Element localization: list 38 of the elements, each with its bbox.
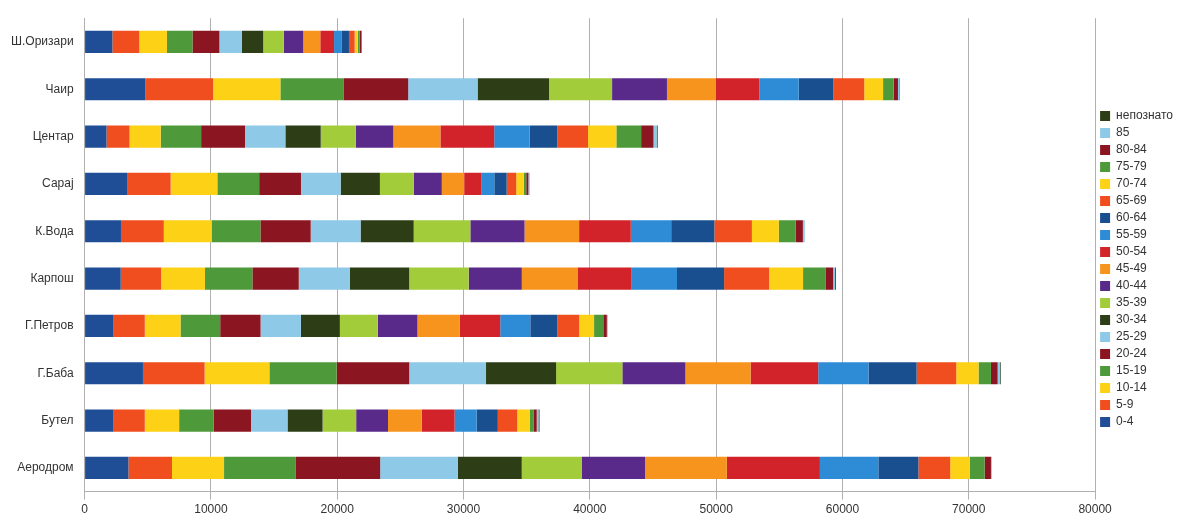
legend-label: 45-49 [1116, 261, 1148, 276]
legend-label: 20-24 [1116, 346, 1148, 361]
legend-label: 50-54 [1116, 244, 1148, 259]
x-tick-label: 70000 [952, 502, 986, 517]
legend-label: 15-19 [1116, 363, 1148, 378]
y-tick-label: Бутел [41, 412, 74, 427]
y-tick-label: Ш.Оризари [10, 34, 74, 49]
x-tick-label: 60000 [825, 502, 860, 517]
x-tick-label: 40000 [573, 502, 607, 517]
y-tick-label: Г.Петров [25, 318, 74, 333]
legend-label: 60-64 [1116, 210, 1148, 225]
y-tick-label: Карпош [30, 270, 74, 285]
legend-label: 80-84 [1116, 142, 1148, 157]
legend-label: 30-34 [1116, 312, 1148, 327]
legend-label: 65-69 [1116, 193, 1148, 208]
legend-label: 0-4 [1116, 414, 1134, 429]
x-tick-label: 0 [81, 502, 89, 517]
legend-label: непознато [1116, 108, 1174, 123]
y-tick-label: К.Вода [35, 223, 74, 238]
y-tick-label: Г.Баба [37, 365, 74, 380]
x-tick-label: 10000 [194, 502, 228, 517]
y-tick-label: Чаир [45, 81, 74, 96]
y-tick-label: Сарај [42, 176, 74, 191]
x-tick-label: 20000 [320, 502, 355, 517]
y-tick-label: Аеродром [17, 460, 74, 475]
legend-label: 75-79 [1116, 159, 1148, 174]
legend-label: 5-9 [1116, 397, 1134, 412]
y-tick-label: Центар [32, 128, 74, 143]
legend-label: 85 [1116, 125, 1130, 140]
x-tick-label: 50000 [699, 502, 734, 517]
legend-label: 35-39 [1116, 295, 1148, 310]
legend-label: 70-74 [1116, 176, 1148, 191]
x-tick-label: 30000 [446, 502, 481, 517]
x-tick-label: 80000 [1078, 502, 1113, 517]
legend-label: 55-59 [1116, 227, 1148, 242]
legend-label: 10-14 [1116, 380, 1148, 395]
legend-label: 25-29 [1116, 329, 1148, 344]
legend-label: 40-44 [1116, 278, 1148, 293]
